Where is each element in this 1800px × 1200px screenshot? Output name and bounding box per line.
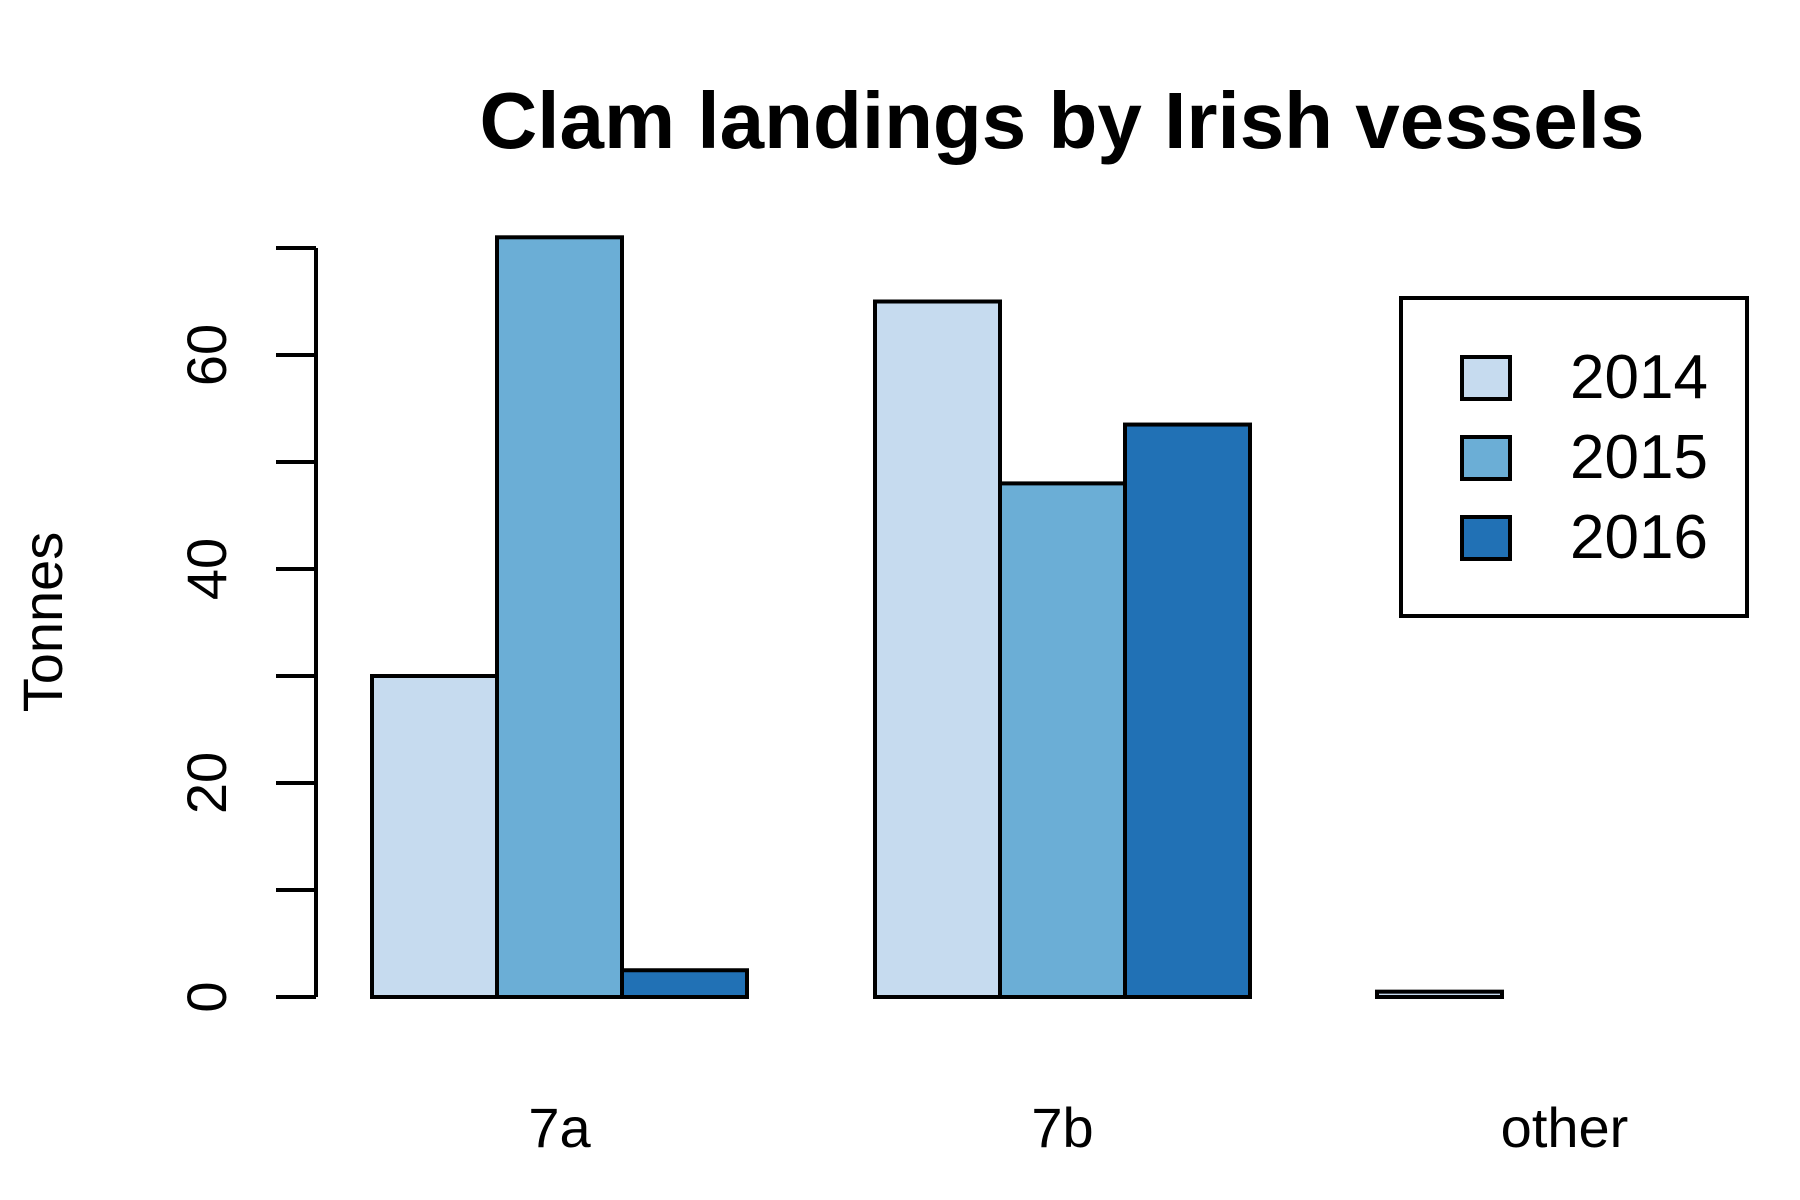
bar-7a-2015 [495, 235, 624, 1000]
legend-label: 2016 [1570, 503, 1708, 572]
x-axis-labels: 7a 7b other [528, 1096, 1628, 1159]
bar-7b-2015 [998, 481, 1127, 999]
legend-label: 2015 [1570, 423, 1708, 492]
y-axis: 0 20 40 60 [175, 246, 318, 1013]
legend-swatch-2014 [1460, 355, 1512, 401]
bar-7a-2016 [620, 968, 749, 999]
bars-group [370, 235, 1504, 1000]
y-tick-label: 40 [175, 538, 238, 600]
bar-7b-2016 [1123, 422, 1252, 999]
y-axis-label: Tonnes [11, 532, 74, 713]
y-tick-label: 60 [175, 324, 238, 386]
x-tick-label: 7b [1031, 1096, 1093, 1159]
bar-7a-2014 [370, 674, 499, 999]
x-tick-label: other [1501, 1096, 1629, 1159]
legend-swatch-2015 [1460, 435, 1512, 481]
legend-swatch-2016 [1460, 515, 1512, 561]
y-tick-label: 20 [175, 752, 238, 814]
legend-label: 2014 [1570, 343, 1708, 412]
chart-title: Clam landings by Irish vessels [480, 76, 1645, 165]
bar-7b-2014 [873, 299, 1002, 999]
y-tick-label: 0 [175, 981, 238, 1012]
legend: 2014 2015 2016 [1399, 296, 1749, 618]
legend-box [1399, 296, 1749, 618]
x-tick-label: 7a [528, 1096, 591, 1159]
bar-other-2014 [1375, 989, 1504, 1000]
